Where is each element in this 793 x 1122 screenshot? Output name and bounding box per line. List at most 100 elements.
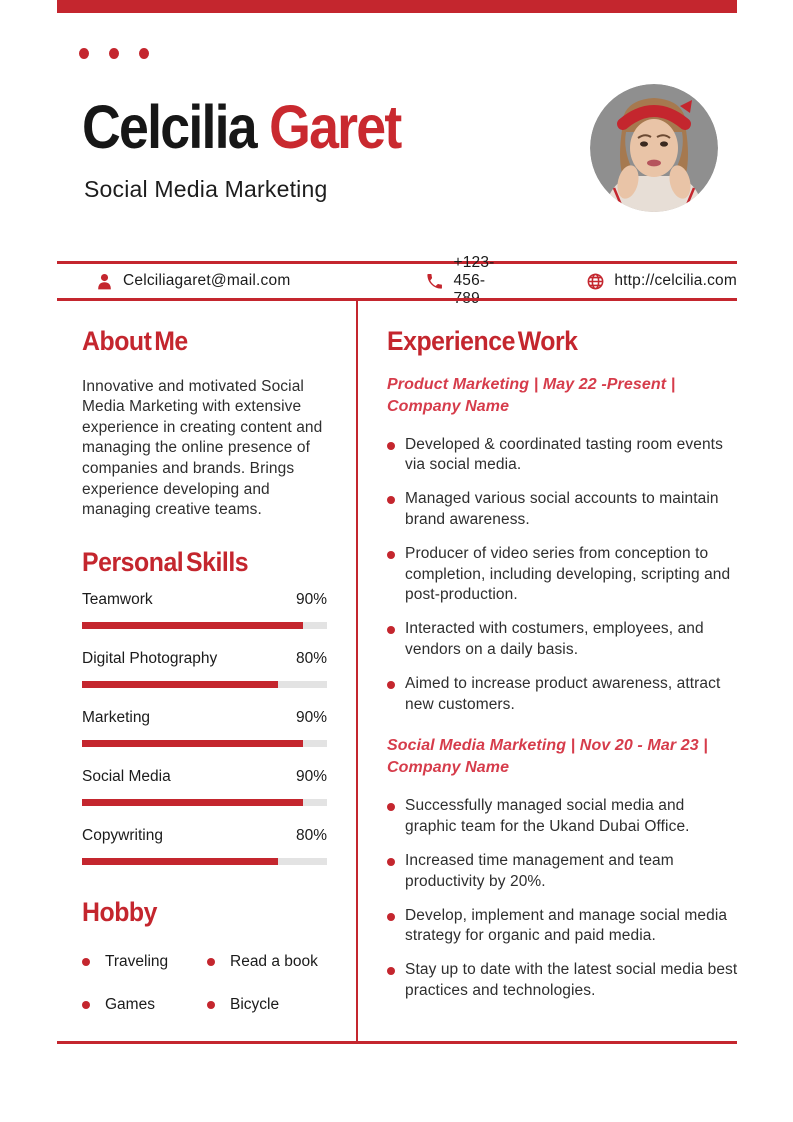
- skill-label: Marketing: [82, 708, 151, 726]
- last-name: Garet: [269, 93, 402, 161]
- hobby-item: Games: [82, 996, 207, 1014]
- contact-divider-top: [57, 261, 737, 264]
- job-bullet: Successfully managed social media and gr…: [387, 796, 740, 838]
- dot: [109, 48, 119, 59]
- job-title: Product Marketing | May 22 -Present | Co…: [387, 375, 676, 415]
- hobby-item: Read a book: [207, 953, 327, 971]
- job-bullet-text: Managed various social accounts to maint…: [405, 490, 719, 529]
- skill-bar-fill: [82, 680, 278, 688]
- hobby-label: Traveling: [105, 953, 169, 971]
- skill-bar-track: [82, 857, 327, 865]
- skill-bar-fill: [82, 739, 303, 747]
- job-bullet-text: Producer of video series from conception…: [405, 544, 731, 604]
- skill-bar-track: [82, 739, 327, 747]
- job-title: Social Media Marketing | Nov 20 - Mar 23…: [387, 737, 708, 777]
- skill-percent: 90%: [295, 708, 327, 726]
- skill-percent: 90%: [295, 767, 327, 785]
- decorative-dots: [79, 48, 149, 59]
- skill-percent: 80%: [295, 649, 327, 667]
- bullet-icon: [387, 803, 395, 812]
- job-bullet: Increased time management and team produ…: [387, 851, 740, 893]
- hobby-label: Read a book: [230, 953, 318, 971]
- job-bullet: Interacted with costumers, employees, an…: [387, 619, 740, 661]
- person-name: Celcilia Garet: [82, 93, 402, 161]
- skill-bar-fill: [82, 621, 303, 629]
- job-bullet: Managed various social accounts to maint…: [387, 489, 740, 531]
- job-bullet-text: Developed & coordinated tasting room eve…: [405, 435, 723, 474]
- bullet-icon: [207, 958, 215, 967]
- skills-list: Teamwork 90% Digital Photography 80% Marke…: [82, 591, 327, 865]
- job-bullet-text: Increased time management and team produ…: [405, 852, 674, 890]
- skill-item: Teamwork 90%: [82, 591, 327, 629]
- top-accent-bar: [57, 0, 737, 13]
- contact-bar: Celciliagaret@mail.com +123-456-789 http…: [57, 254, 737, 307]
- bullet-icon: [387, 626, 395, 635]
- experience-heading: Experience Work: [387, 326, 578, 356]
- about-text: Innovative and motivated Social Media Ma…: [82, 377, 323, 519]
- bullet-icon: [82, 1001, 90, 1010]
- job-bullet: Producer of video series from conception…: [387, 544, 740, 606]
- right-column: Experience Work Product Marketing | May …: [387, 326, 740, 1015]
- job-bullet-list: Successfully managed social media and gr…: [387, 796, 740, 1001]
- job-subtitle: Social Media Marketing: [84, 176, 328, 202]
- skill-item: Copywriting 80%: [82, 827, 327, 865]
- skill-label: Digital Photography: [82, 649, 218, 667]
- skill-bar-fill: [82, 798, 303, 806]
- skill-item: Marketing 90%: [82, 709, 327, 747]
- hobby-item: Traveling: [82, 953, 207, 971]
- skills-heading: Personal Skills: [82, 546, 249, 577]
- contact-email[interactable]: Celciliagaret@mail.com: [95, 272, 290, 291]
- bullet-icon: [387, 967, 395, 976]
- hobby-label: Games: [105, 996, 155, 1014]
- skill-percent: 80%: [295, 826, 327, 844]
- bullet-icon: [207, 1001, 215, 1010]
- contact-website[interactable]: http://celcilia.com: [586, 272, 737, 291]
- hobby-list: Traveling Read a book Games Bicycle: [82, 953, 327, 1014]
- dot: [79, 48, 89, 59]
- about-heading: About Me: [82, 326, 188, 356]
- skill-percent: 90%: [295, 590, 327, 608]
- hobby-label: Bicycle: [230, 996, 280, 1014]
- bullet-icon: [387, 550, 395, 559]
- job-bullet-text: Successfully managed social media and gr…: [405, 797, 690, 836]
- job-bullet-text: Aimed to increase product awareness, att…: [405, 674, 721, 713]
- skill-label: Copywriting: [82, 826, 163, 844]
- skill-bar-track: [82, 621, 327, 629]
- phone-icon: [427, 273, 443, 289]
- skill-label: Teamwork: [82, 590, 153, 608]
- bullet-icon: [387, 912, 395, 921]
- column-divider: [356, 301, 358, 1041]
- dot: [139, 48, 149, 59]
- bullet-icon: [387, 858, 395, 867]
- skill-item: Digital Photography 80%: [82, 650, 327, 688]
- job-bullet: Aimed to increase product awareness, att…: [387, 674, 740, 716]
- contact-phone[interactable]: +123-456-789: [425, 254, 498, 308]
- bullet-icon: [387, 441, 395, 450]
- skill-label: Social Media: [82, 767, 171, 785]
- job-bullet: Developed & coordinated tasting room eve…: [387, 435, 740, 477]
- job-bullet-text: Develop, implement and manage social med…: [405, 906, 728, 945]
- skill-bar-track: [82, 798, 327, 806]
- job-bullet-list: Developed & coordinated tasting room eve…: [387, 435, 740, 716]
- job-bullet-text: Interacted with costumers, employees, an…: [405, 620, 704, 659]
- hobby-item: Bicycle: [207, 996, 327, 1014]
- portrait-illustration: [590, 84, 718, 212]
- first-name: Celcilia: [82, 93, 258, 161]
- job-bullet: Stay up to date with the latest social m…: [387, 960, 740, 1002]
- person-icon: [98, 273, 111, 289]
- job-bullet: Develop, implement and manage social med…: [387, 906, 740, 948]
- profile-photo: [590, 84, 718, 212]
- job-bullet-text: Stay up to date with the latest social m…: [405, 961, 738, 1000]
- bottom-accent-rule: [57, 1041, 737, 1044]
- email-text: Celciliagaret@mail.com: [123, 272, 291, 289]
- skill-bar-fill: [82, 857, 278, 865]
- left-column: About Me Innovative and motivated Social…: [82, 326, 327, 1014]
- bullet-icon: [82, 958, 90, 967]
- website-text: http://celcilia.com: [614, 272, 737, 289]
- bullet-icon: [387, 496, 395, 505]
- contact-divider-bottom: [57, 298, 737, 301]
- bullet-icon: [387, 680, 395, 689]
- skill-bar-track: [82, 680, 327, 688]
- skill-item: Social Media 90%: [82, 768, 327, 806]
